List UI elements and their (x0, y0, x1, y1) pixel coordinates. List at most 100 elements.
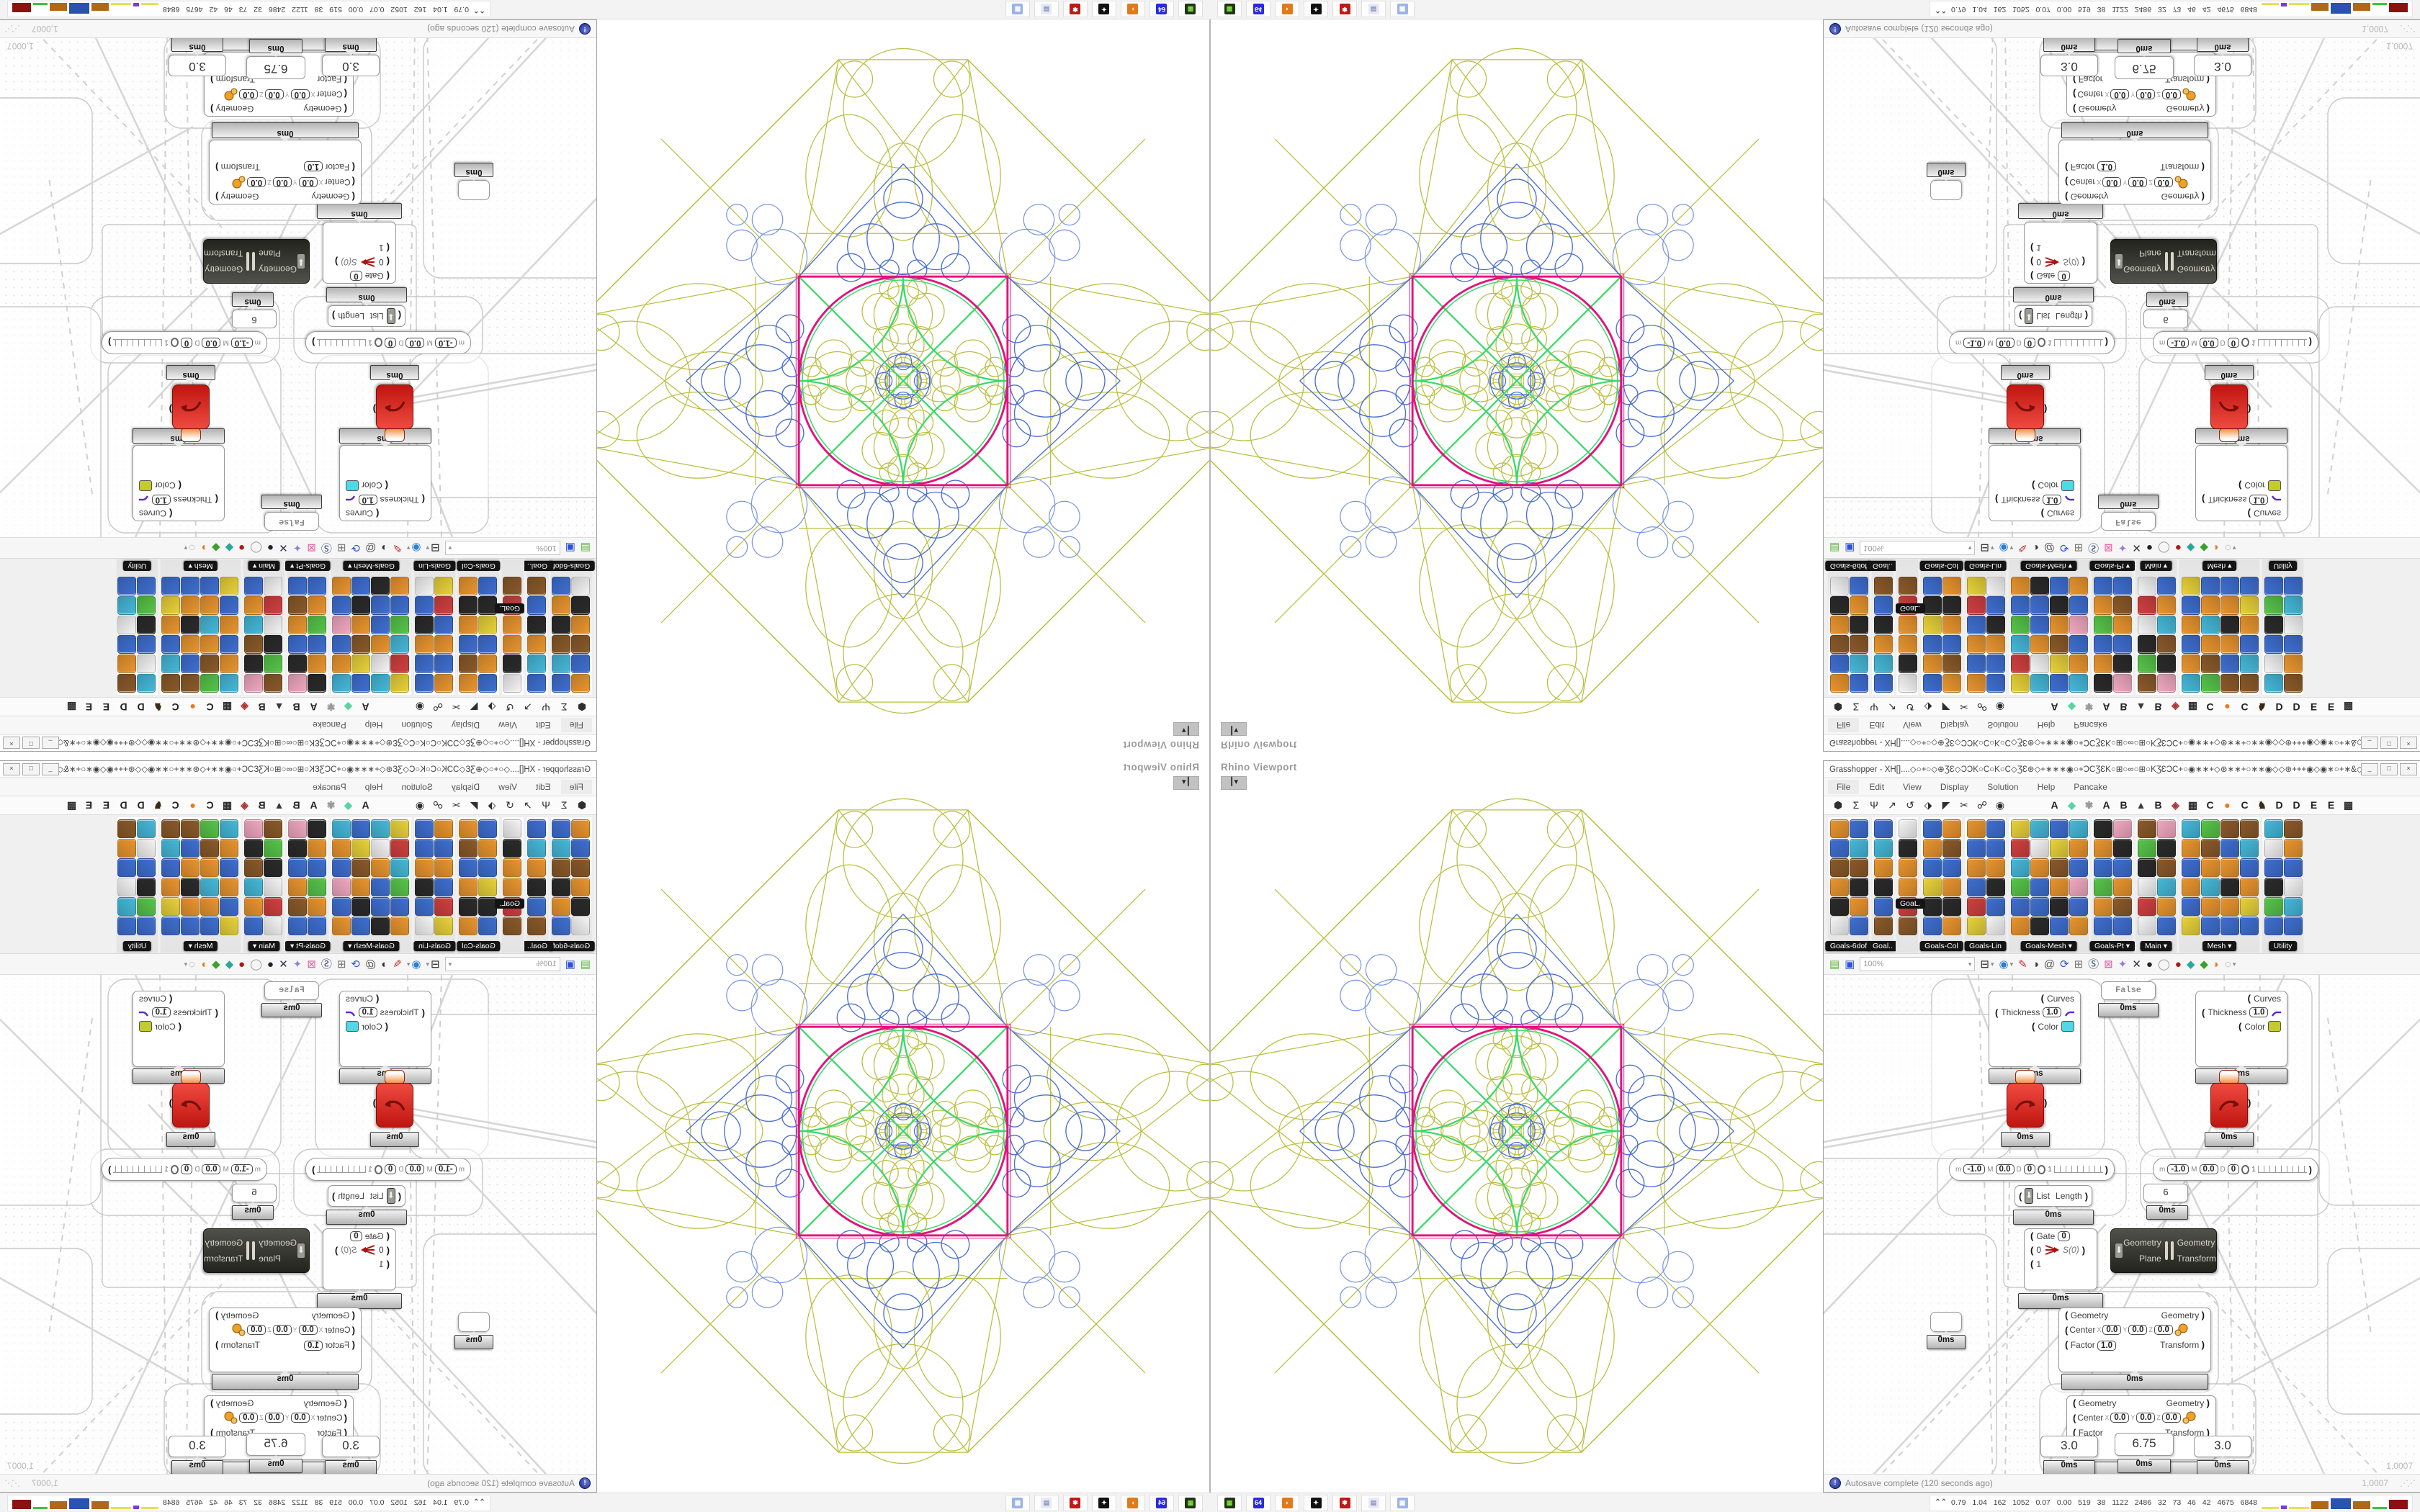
component-icon[interactable] (181, 839, 200, 858)
component-icon[interactable] (1850, 635, 1868, 654)
plugin-tab[interactable]: B (2154, 701, 2162, 713)
component-icon[interactable] (308, 596, 326, 615)
slider-track[interactable] (2257, 1166, 2307, 1173)
plugin-tab[interactable]: ✾ (326, 799, 336, 811)
component-icon[interactable] (1874, 635, 1893, 654)
category-label[interactable]: Goal.. (1867, 561, 1899, 571)
plugin-tab[interactable]: C (206, 701, 214, 713)
component-icon[interactable] (264, 635, 282, 654)
component-icon[interactable] (220, 577, 238, 595)
plugin-tab[interactable]: E (102, 701, 110, 713)
slider-digits-value[interactable]: 0 (384, 1164, 397, 1174)
component-icon[interactable] (2113, 819, 2132, 838)
flatten-icon[interactable]: ⬇ (296, 1243, 305, 1259)
taskbar-app-red-icon[interactable]: ✾ (1063, 1, 1088, 18)
component-icon[interactable] (2240, 839, 2259, 858)
category-label[interactable]: Goals-Col (1919, 561, 1963, 571)
component-icon[interactable] (2157, 577, 2176, 595)
component-icon[interactable] (390, 819, 409, 838)
component-icon[interactable] (390, 577, 409, 595)
category-tab-icon[interactable]: ↗ (524, 799, 532, 811)
plugin-tab[interactable]: ◈ (2172, 701, 2179, 713)
component-icon[interactable] (434, 635, 453, 654)
component-icon[interactable] (503, 839, 521, 858)
component-icon[interactable] (415, 654, 434, 673)
component-icon[interactable] (1850, 858, 1868, 877)
component-icon[interactable] (117, 839, 136, 858)
menu-edit[interactable]: Edit (1869, 781, 1885, 792)
component-icon[interactable] (2284, 917, 2303, 935)
dropdown-icon[interactable]: ▾ (1990, 960, 1994, 968)
dropdown-icon[interactable]: ▾ (1990, 544, 1994, 552)
slider-digits-value[interactable]: 0 (2227, 338, 2240, 348)
component-icon[interactable] (415, 577, 434, 595)
zoom-input[interactable]: 100% ▾ (444, 957, 560, 971)
category-label[interactable]: Goals-Mesh ▾ (343, 941, 400, 951)
plugin-tab[interactable]: B (292, 799, 300, 811)
plugin-tab[interactable]: ● (189, 701, 196, 713)
number-slider[interactable]: m -1.0 M 0.0 D 0 1 ) (102, 1158, 267, 1181)
component-icon[interactable] (2284, 858, 2303, 877)
component-icon[interactable] (434, 674, 453, 693)
publish-icon[interactable]: @ (365, 541, 377, 554)
dropdown-icon[interactable]: ▾ (406, 544, 411, 552)
slider-digits-value[interactable]: 0 (2023, 1164, 2036, 1174)
component-icon[interactable] (2094, 674, 2112, 693)
plugin-tab[interactable]: ◈ (2172, 799, 2179, 811)
taskbar-notepad-icon[interactable]: ▤ (1361, 1494, 1386, 1511)
component-icon[interactable] (2157, 616, 2176, 634)
component-icon[interactable] (1986, 674, 2005, 693)
error-component[interactable] (2007, 1083, 2044, 1128)
slider-knob[interactable] (2241, 1164, 2250, 1174)
component-icon[interactable] (351, 858, 370, 877)
component-icon[interactable] (2182, 839, 2200, 858)
component-icon[interactable] (161, 897, 180, 916)
component-icon[interactable] (137, 616, 156, 634)
component-icon[interactable] (2138, 897, 2156, 916)
error-component[interactable] (376, 1083, 413, 1128)
plugin-tab[interactable]: ◈ (241, 799, 248, 811)
category-tab-icon[interactable]: Σ (1852, 701, 1860, 713)
component-icon[interactable] (264, 839, 282, 858)
error-component[interactable] (172, 384, 210, 429)
component-icon[interactable] (2182, 858, 2200, 877)
preview-red-icon[interactable]: ● (2174, 958, 2182, 971)
minimize-button[interactable]: _ (42, 737, 59, 750)
component-icon[interactable] (1986, 654, 2005, 673)
custom-preview-node[interactable]: (Curves (Thickness 1.0 (Color (133, 445, 225, 521)
slider-digits-value[interactable]: 0 (2227, 1164, 2240, 1174)
component-icon[interactable] (137, 596, 156, 615)
preview-red-icon[interactable]: ● (238, 541, 246, 554)
component-icon[interactable] (288, 819, 307, 838)
component-icon[interactable] (459, 819, 478, 838)
boolean-toggle-node[interactable]: False (2101, 512, 2156, 531)
plugin-tab[interactable]: A (2102, 701, 2110, 713)
plugin-tab[interactable]: D (2275, 701, 2283, 713)
pin-orange-icon[interactable]: ◗ (2213, 958, 2220, 971)
slider-track[interactable] (317, 339, 367, 346)
component-icon[interactable] (2264, 654, 2283, 673)
component-icon[interactable] (1899, 917, 1917, 935)
color-swatch[interactable] (139, 480, 152, 491)
component-icon[interactable] (308, 616, 326, 634)
component-icon[interactable] (137, 654, 156, 673)
component-icon[interactable] (264, 577, 282, 595)
plugin-tab[interactable]: ◈ (241, 701, 248, 713)
component-icon[interactable] (2094, 897, 2112, 916)
scale-node[interactable]: ( Geometry Geometry ) ( Center X 0.0 Y 0… (2058, 1308, 2211, 1372)
pin-orange-icon[interactable]: ◗ (200, 958, 207, 971)
component-icon[interactable] (351, 654, 370, 673)
scale-node[interactable]: ( Geometry Geometry ) ( Center X 0.0 Y 0… (204, 1395, 354, 1460)
plugin-tab[interactable]: E (102, 799, 110, 811)
component-icon[interactable] (220, 596, 238, 615)
menu-display[interactable]: Display (1940, 781, 1969, 792)
component-icon[interactable] (117, 616, 136, 634)
component-icon[interactable] (2201, 577, 2220, 595)
plugin-tab[interactable]: B (292, 701, 300, 713)
component-icon[interactable] (1923, 616, 1942, 634)
plugin-tab[interactable]: ▲ (274, 701, 284, 713)
slider-min-value[interactable]: -1.0 (230, 1164, 253, 1174)
taskbar-app-floppy-icon[interactable]: 64 (1246, 1494, 1270, 1511)
component-icon[interactable] (2157, 635, 2176, 654)
zoom-extents-icon[interactable]: ⊟ (1980, 958, 1989, 971)
